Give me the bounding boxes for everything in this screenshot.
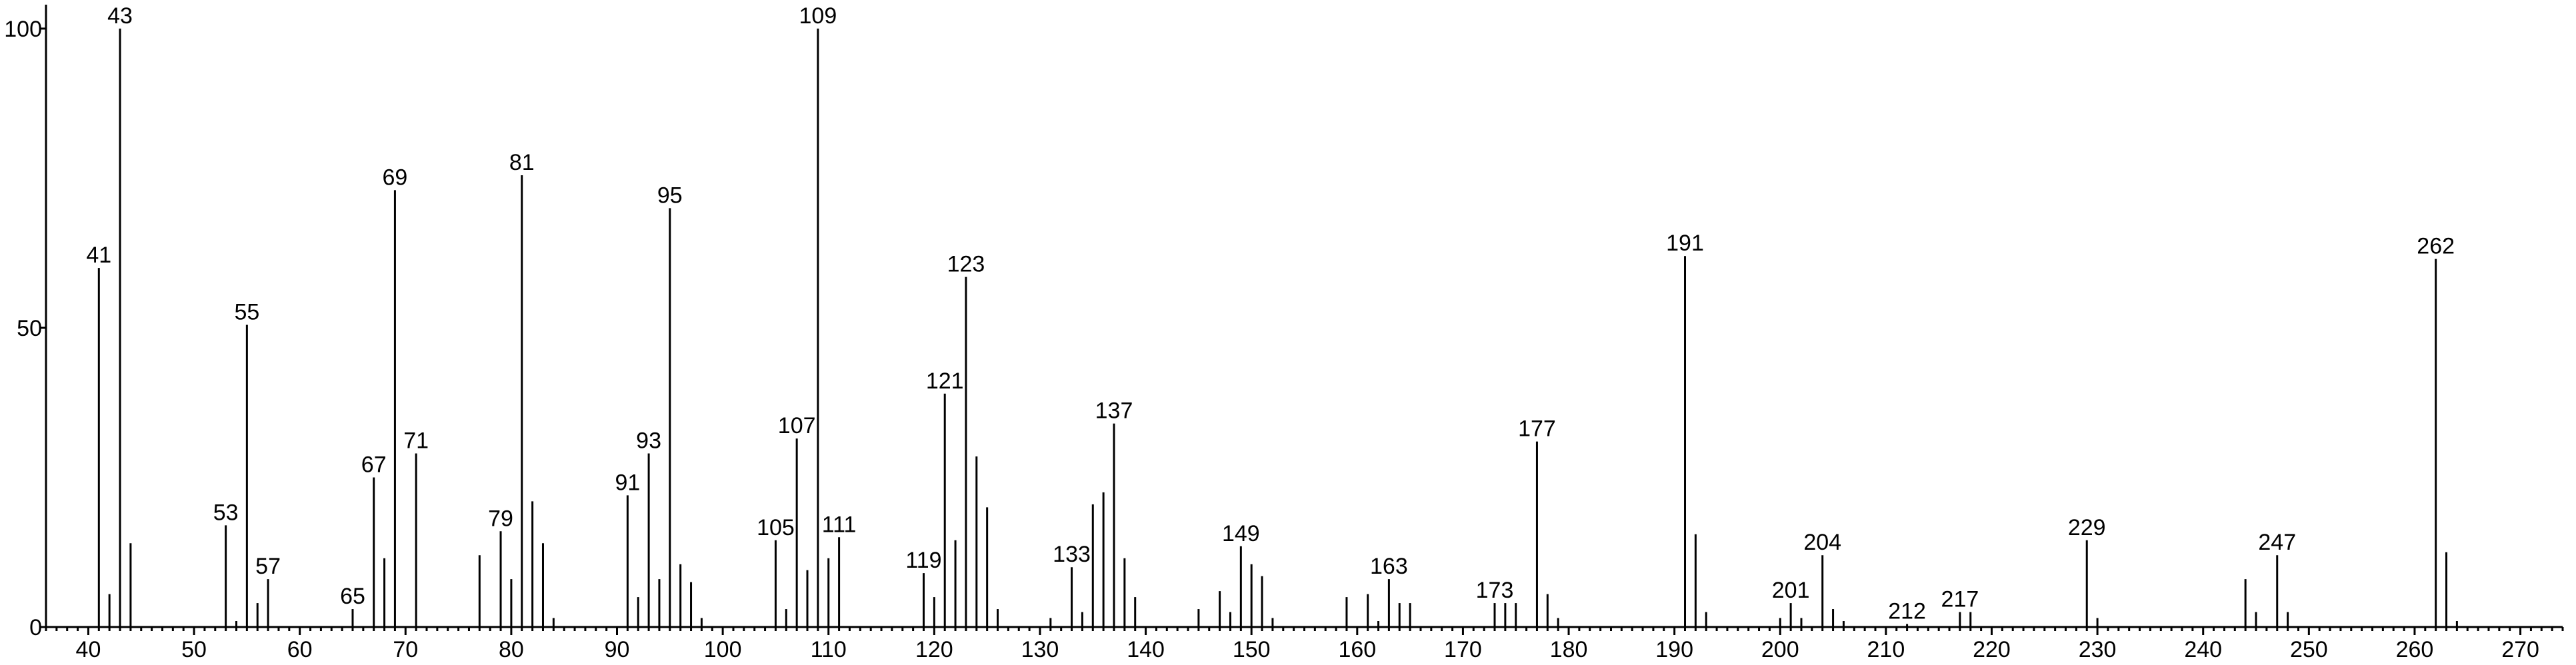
x-tick-label: 160 bbox=[1338, 637, 1376, 662]
peak-label: 137 bbox=[1095, 398, 1133, 424]
x-tick-label: 220 bbox=[1973, 637, 2011, 662]
peak-label: 247 bbox=[2258, 530, 2296, 555]
peak-label: 67 bbox=[361, 452, 387, 477]
peak-label: 262 bbox=[2417, 234, 2455, 259]
x-tick-label: 120 bbox=[915, 637, 953, 662]
x-tick-label: 210 bbox=[1867, 637, 1905, 662]
x-tick-label: 60 bbox=[287, 637, 313, 662]
peak-label: 119 bbox=[905, 548, 941, 573]
peak-label: 95 bbox=[657, 183, 683, 208]
peak-label: 81 bbox=[509, 150, 535, 175]
peak-label: 105 bbox=[757, 515, 795, 540]
peak-label: 55 bbox=[234, 299, 259, 325]
peak-label: 121 bbox=[926, 368, 964, 394]
peak-label: 111 bbox=[822, 512, 857, 537]
x-tick-label: 230 bbox=[2079, 637, 2117, 662]
x-tick-label: 140 bbox=[1127, 637, 1165, 662]
peak-label: 123 bbox=[947, 252, 985, 277]
x-tick-label: 130 bbox=[1021, 637, 1059, 662]
peak-label: 109 bbox=[799, 3, 837, 29]
x-tick-label: 250 bbox=[2290, 637, 2328, 662]
peak-label: 212 bbox=[1888, 599, 1926, 624]
peak-label: 173 bbox=[1476, 578, 1514, 603]
x-tick-label: 150 bbox=[1233, 637, 1271, 662]
peak-label: 79 bbox=[488, 506, 513, 531]
peak-label: 149 bbox=[1222, 521, 1260, 546]
y-tick-label: 0 bbox=[29, 615, 42, 640]
x-tick-label: 100 bbox=[704, 637, 742, 662]
peak-label: 191 bbox=[1666, 231, 1704, 256]
peak-label: 41 bbox=[86, 243, 111, 268]
y-tick-label: 50 bbox=[17, 316, 42, 341]
x-tick-label: 190 bbox=[1655, 637, 1693, 662]
peak-label: 65 bbox=[340, 584, 365, 609]
x-tick-label: 80 bbox=[499, 637, 524, 662]
y-tick-label: 100 bbox=[4, 17, 42, 42]
x-tick-label: 40 bbox=[76, 637, 101, 662]
peak-label: 107 bbox=[778, 413, 816, 438]
peak-label: 204 bbox=[1803, 530, 1841, 555]
peak-label: 163 bbox=[1370, 554, 1408, 579]
x-tick-label: 170 bbox=[1444, 637, 1482, 662]
peak-label: 133 bbox=[1053, 542, 1091, 567]
x-tick-label: 110 bbox=[811, 637, 847, 662]
x-tick-label: 50 bbox=[181, 637, 207, 662]
peak-label: 91 bbox=[615, 470, 640, 495]
peak-label: 217 bbox=[1941, 587, 1979, 612]
peak-label: 43 bbox=[107, 3, 133, 29]
peak-label: 69 bbox=[383, 165, 408, 190]
peak-label: 53 bbox=[213, 500, 239, 525]
x-tick-label: 240 bbox=[2184, 637, 2222, 662]
peak-label: 93 bbox=[636, 428, 661, 454]
x-tick-label: 70 bbox=[393, 637, 418, 662]
x-tick-label: 200 bbox=[1761, 637, 1799, 662]
peak-label: 177 bbox=[1518, 416, 1556, 442]
x-tick-label: 270 bbox=[2501, 637, 2539, 662]
peak-label: 201 bbox=[1772, 578, 1810, 603]
x-tick-label: 180 bbox=[1550, 637, 1588, 662]
peak-label: 229 bbox=[2068, 515, 2106, 540]
x-tick-label: 260 bbox=[2396, 637, 2434, 662]
peak-label: 57 bbox=[255, 554, 281, 579]
peak-label: 71 bbox=[403, 428, 429, 454]
x-tick-label: 90 bbox=[605, 637, 630, 662]
